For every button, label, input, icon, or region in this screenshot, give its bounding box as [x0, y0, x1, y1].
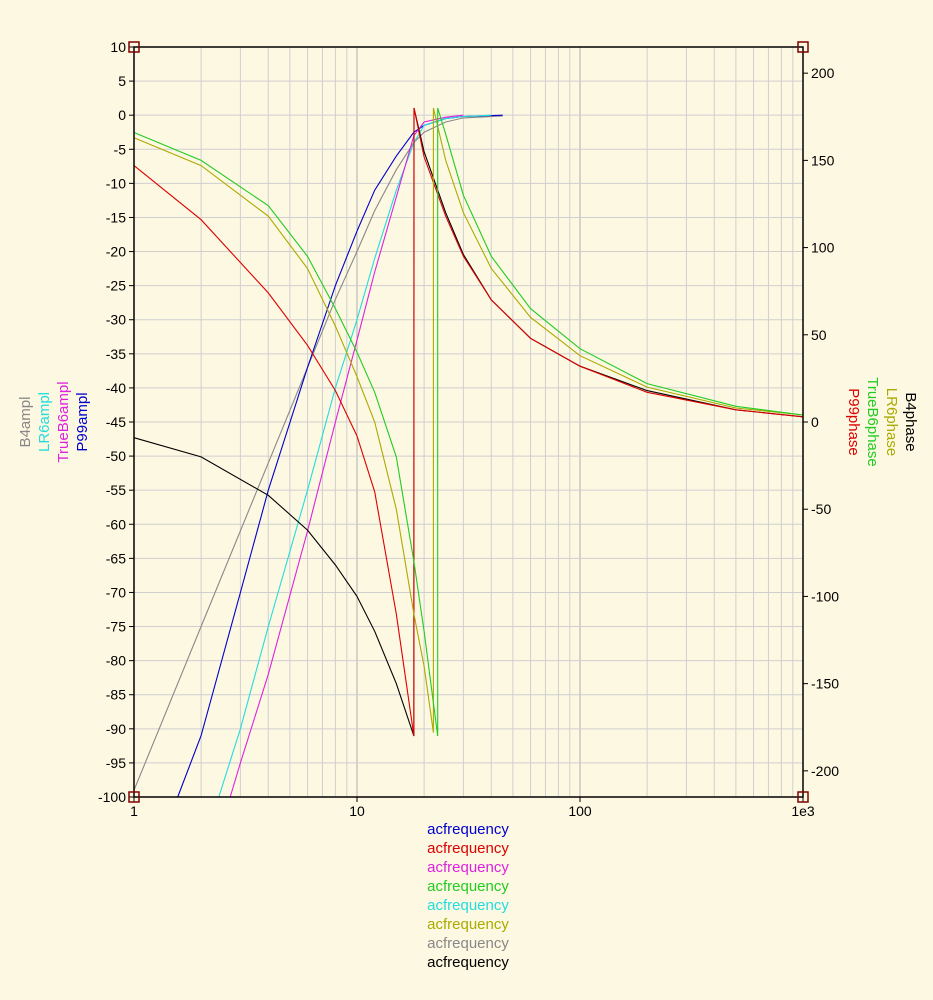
x-tick-label: 100	[568, 803, 592, 819]
left-axis-label: P99ampl	[74, 392, 91, 451]
right-tick-label: 100	[811, 240, 835, 256]
legend-entry: acfrequency	[427, 897, 509, 914]
left-tick-label: -40	[106, 380, 126, 396]
corner-handle	[128, 791, 140, 803]
right-tick-label: 150	[811, 152, 835, 168]
right-tick-label: -150	[811, 676, 839, 692]
axis-labels: B4ampl LR6ampl TrueB6ampl P99ampl B4phaseLR6…	[17, 377, 919, 467]
corner-handle	[128, 41, 140, 53]
right-axis-label: B4phase	[902, 392, 919, 451]
left-tick-label: -35	[106, 346, 126, 362]
legend-entry: acfrequency	[427, 878, 509, 895]
left-tick-label: -10	[106, 175, 126, 191]
series-line	[133, 107, 804, 737]
left-tick-label: -5	[114, 141, 127, 157]
left-tick-label: -55	[106, 482, 126, 498]
left-axis-label: LR6ampl	[36, 392, 53, 452]
series-line	[133, 107, 804, 737]
right-axis-label: LR6phase	[883, 388, 900, 456]
series-line	[133, 107, 804, 733]
series-group	[133, 107, 804, 798]
left-tick-label: -25	[106, 278, 126, 294]
left-tick-label: -15	[106, 209, 126, 225]
left-tick-label: -60	[106, 516, 126, 532]
series-line	[218, 114, 492, 798]
left-tick-label: -80	[106, 653, 126, 669]
left-tick-label: -85	[106, 687, 126, 703]
series-line	[229, 114, 464, 798]
legend-entry: acfrequency	[427, 935, 509, 952]
left-tick-label: -90	[106, 721, 126, 737]
corner-handle	[797, 41, 809, 53]
grid	[134, 46, 803, 798]
corner-handle	[797, 791, 809, 803]
left-tick-label: -100	[98, 789, 126, 805]
right-tick-label: -100	[811, 588, 839, 604]
left-tick-label: -65	[106, 550, 126, 566]
left-tick-label: 5	[118, 73, 126, 89]
tick-labels: 1050-5-10-15-20-25-30-35-40-45-50-55-60-…	[98, 39, 839, 819]
right-tick-label: 50	[811, 327, 827, 343]
x-tick-label: 1	[130, 803, 138, 819]
left-tick-label: -50	[106, 448, 126, 464]
legend-entry: acfrequency	[427, 916, 509, 933]
left-tick-label: 10	[110, 39, 126, 55]
left-axis-label: TrueB6ampl	[55, 381, 72, 462]
x-tick-label: 10	[349, 803, 365, 819]
left-axis-label: B4ampl	[17, 397, 34, 448]
legend-entry: acfrequency	[427, 840, 509, 857]
legend-entry: acfrequency	[427, 821, 509, 838]
x-tick-label: 1e3	[791, 803, 815, 819]
left-tick-label: -95	[106, 755, 126, 771]
right-tick-label: 0	[811, 414, 819, 430]
right-axis-label: TrueB6phase	[864, 377, 881, 467]
left-tick-label: 0	[118, 107, 126, 123]
series-line	[133, 115, 503, 791]
left-tick-label: -45	[106, 414, 126, 430]
legend-entry: acfrequency	[427, 859, 509, 876]
legend: acfrequency acfrequency acfrequency acfrequ…	[427, 821, 509, 971]
right-tick-label: -200	[811, 763, 839, 779]
right-tick-label: 200	[811, 65, 835, 81]
legend-entry: acfrequency	[427, 954, 509, 971]
left-tick-label: -75	[106, 619, 126, 635]
corner-handles	[128, 41, 809, 803]
left-tick-label: -70	[106, 584, 126, 600]
right-axis-label: P99phase	[845, 388, 862, 456]
right-tick-label: -50	[811, 501, 831, 517]
left-tick-label: -20	[106, 244, 126, 260]
left-tick-label: -30	[106, 312, 126, 328]
